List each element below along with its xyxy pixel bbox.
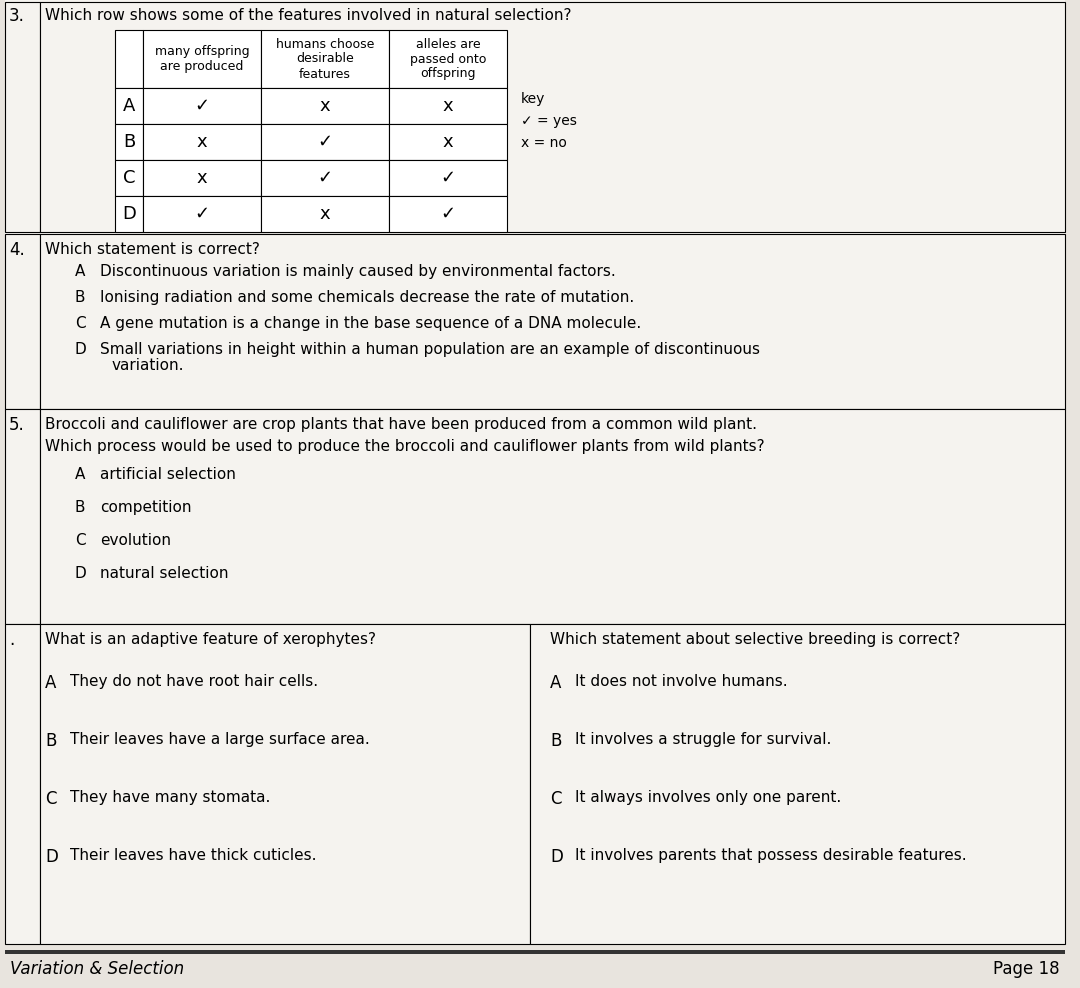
Bar — [40, 2, 1065, 232]
Text: A gene mutation is a change in the base sequence of a DNA molecule.: A gene mutation is a change in the base … — [100, 316, 642, 331]
Text: ✓: ✓ — [441, 205, 456, 223]
Text: Which process would be used to produce the broccoli and cauliflower plants from : Which process would be used to produce t… — [45, 439, 765, 454]
Text: x: x — [320, 97, 330, 115]
Text: humans choose
desirable
features: humans choose desirable features — [275, 38, 374, 80]
Bar — [261, 30, 389, 88]
Text: It involves a struggle for survival.: It involves a struggle for survival. — [575, 732, 832, 747]
Text: 3.: 3. — [9, 7, 25, 25]
Text: A: A — [550, 674, 562, 692]
Text: x: x — [443, 97, 454, 115]
Bar — [261, 160, 389, 196]
Text: ✓: ✓ — [318, 169, 333, 187]
Bar — [261, 196, 389, 232]
Text: D: D — [75, 342, 86, 357]
Bar — [114, 196, 143, 232]
Text: Which statement about selective breeding is correct?: Which statement about selective breeding… — [550, 632, 960, 647]
Bar — [143, 160, 261, 196]
Text: It always involves only one parent.: It always involves only one parent. — [575, 790, 841, 805]
Text: .: . — [9, 631, 14, 649]
Bar — [40, 234, 1065, 409]
Bar — [389, 160, 507, 196]
Text: It involves parents that possess desirable features.: It involves parents that possess desirab… — [575, 848, 967, 863]
Text: x = no: x = no — [521, 136, 567, 150]
Text: x: x — [197, 169, 207, 187]
Bar — [389, 30, 507, 88]
Text: artificial selection: artificial selection — [100, 467, 235, 482]
Text: C: C — [550, 790, 562, 808]
Text: key: key — [521, 92, 545, 106]
Bar — [5, 234, 40, 409]
Text: They have many stomata.: They have many stomata. — [70, 790, 270, 805]
Text: It does not involve humans.: It does not involve humans. — [575, 674, 787, 689]
Text: B: B — [75, 290, 85, 305]
Bar — [114, 124, 143, 160]
Text: Their leaves have a large surface area.: Their leaves have a large surface area. — [70, 732, 369, 747]
Text: evolution: evolution — [100, 533, 171, 548]
Text: B: B — [45, 732, 56, 750]
Text: D: D — [550, 848, 563, 866]
Text: x: x — [320, 205, 330, 223]
Text: Ionising radiation and some chemicals decrease the rate of mutation.: Ionising radiation and some chemicals de… — [100, 290, 634, 305]
Text: x: x — [197, 133, 207, 151]
Text: D: D — [122, 205, 136, 223]
Text: competition: competition — [100, 500, 191, 515]
Bar — [114, 88, 143, 124]
Text: B: B — [123, 133, 135, 151]
Bar — [40, 409, 1065, 624]
Text: natural selection: natural selection — [100, 566, 229, 581]
Bar — [5, 2, 40, 232]
Text: many offspring
are produced: many offspring are produced — [154, 45, 249, 73]
Text: Broccoli and cauliflower are crop plants that have been produced from a common w: Broccoli and cauliflower are crop plants… — [45, 417, 757, 432]
Text: variation.: variation. — [112, 358, 185, 373]
Text: C: C — [45, 790, 56, 808]
Text: B: B — [75, 500, 85, 515]
Text: C: C — [75, 316, 85, 331]
Text: Small variations in height within a human population are an example of discontin: Small variations in height within a huma… — [100, 342, 760, 357]
Bar — [5, 950, 1065, 954]
Text: A: A — [123, 97, 135, 115]
Text: 5.: 5. — [9, 416, 25, 434]
Text: ✓ = yes: ✓ = yes — [521, 114, 577, 128]
Text: A: A — [45, 674, 56, 692]
Text: Discontinuous variation is mainly caused by environmental factors.: Discontinuous variation is mainly caused… — [100, 264, 616, 279]
Text: C: C — [123, 169, 135, 187]
Text: Their leaves have thick cuticles.: Their leaves have thick cuticles. — [70, 848, 316, 863]
Bar — [114, 160, 143, 196]
Text: Which statement is correct?: Which statement is correct? — [45, 242, 260, 257]
Text: A: A — [75, 467, 85, 482]
Bar — [143, 30, 261, 88]
Bar — [40, 624, 530, 944]
Text: x: x — [443, 133, 454, 151]
Text: D: D — [45, 848, 58, 866]
Bar — [114, 30, 143, 88]
Bar — [389, 196, 507, 232]
Bar — [143, 88, 261, 124]
Text: They do not have root hair cells.: They do not have root hair cells. — [70, 674, 319, 689]
Text: D: D — [75, 566, 86, 581]
Text: Which row shows some of the features involved in natural selection?: Which row shows some of the features inv… — [45, 8, 571, 23]
Bar — [389, 88, 507, 124]
Bar — [5, 409, 40, 624]
Text: Page 18: Page 18 — [994, 960, 1059, 978]
Bar — [389, 124, 507, 160]
Bar — [143, 196, 261, 232]
Bar — [5, 624, 40, 944]
Text: 4.: 4. — [9, 241, 25, 259]
Text: ✓: ✓ — [441, 169, 456, 187]
Text: ✓: ✓ — [194, 97, 210, 115]
Text: What is an adaptive feature of xerophytes?: What is an adaptive feature of xerophyte… — [45, 632, 376, 647]
Text: ✓: ✓ — [318, 133, 333, 151]
Text: C: C — [75, 533, 85, 548]
Text: ✓: ✓ — [194, 205, 210, 223]
Bar — [261, 124, 389, 160]
Bar — [143, 124, 261, 160]
Bar — [261, 88, 389, 124]
Text: A: A — [75, 264, 85, 279]
Text: alleles are
passed onto
offspring: alleles are passed onto offspring — [409, 38, 486, 80]
Bar — [530, 624, 1065, 944]
Text: Variation & Selection: Variation & Selection — [10, 960, 184, 978]
Text: B: B — [550, 732, 562, 750]
